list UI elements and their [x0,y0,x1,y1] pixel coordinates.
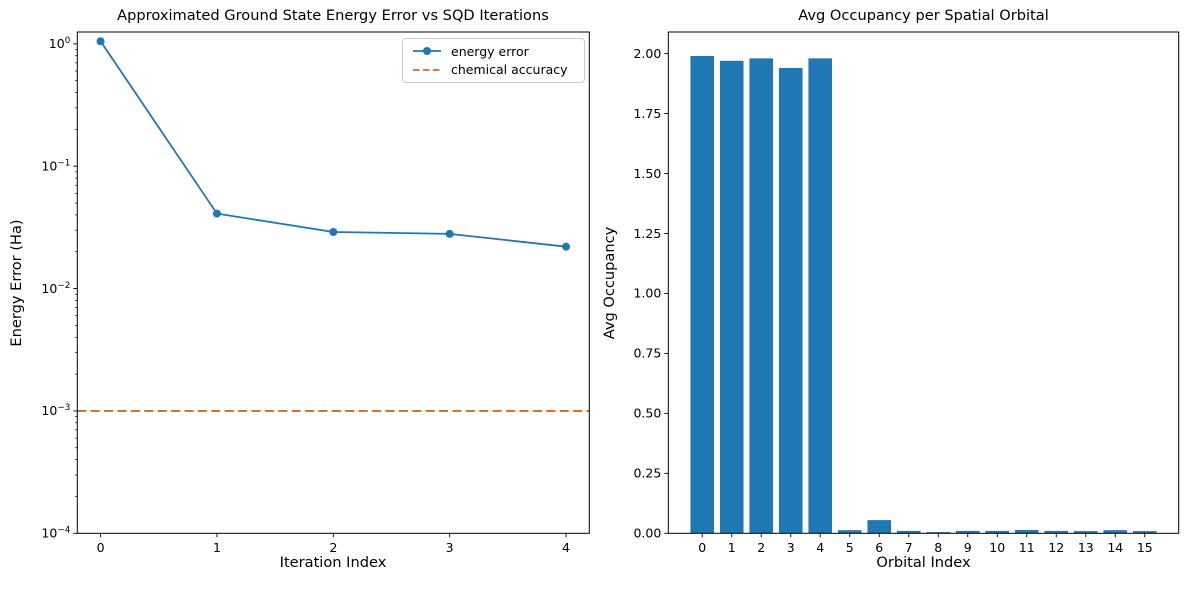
occupancy-bar [778,67,803,534]
data-point-marker [329,227,338,236]
x-tick-label: 14 [1107,540,1123,555]
x-tick-label: 7 [905,540,913,555]
legend-item-chemical-accuracy: chemical accuracy [412,61,576,78]
y-tick-label: 10−4 [41,526,70,541]
occupancy-bar [808,58,833,534]
y-tick-label: 1.00 [633,286,661,301]
x-tick-label: 3 [446,540,454,555]
x-tick-label: 0 [97,540,105,555]
x-tick-label: 1 [213,540,221,555]
x-tick-label: 2 [329,540,337,555]
y-tick-label: 1.50 [633,166,661,181]
data-point-marker [562,242,571,251]
y-tick-label: 0.25 [633,466,661,481]
axes-spines [667,31,1180,534]
legend-label-energy-error: energy error [451,43,529,59]
occupancy-bar [719,60,744,534]
y-tick-label: 10−1 [41,159,70,174]
legend-item-energy-error: energy error [412,43,576,60]
occupancy-bar [749,58,774,534]
line-marker-sample-icon [413,47,441,56]
left-plot: 100 10−1 10−2 10−3 10−4 0 1 2 3 4 [41,31,590,555]
occupancy-bar [867,520,892,534]
left-chart-title: Approximated Ground State Energy Error v… [117,7,549,24]
data-point-marker [212,209,221,218]
occupancy-bar [837,530,862,534]
x-tick-label: 9 [964,540,972,555]
y-tick-label: 2.00 [633,46,661,61]
x-tick-label: 1 [728,540,736,555]
occupancy-bar [1132,531,1157,534]
dashed-line-sample-icon [413,68,441,71]
x-tick-label: 15 [1137,540,1153,555]
data-point-marker [445,229,454,238]
y-tick-label: 0.50 [633,406,661,421]
occupancy-bar [1103,530,1128,534]
occupancy-bar [926,532,951,534]
y-tick-label: 100 [49,36,71,51]
x-tick-label: 12 [1048,540,1064,555]
right-chart-title: Avg Occupancy per Spatial Orbital [798,7,1049,24]
occupancy-bar [1014,529,1039,534]
legend: energy error chemical accuracy [402,38,585,83]
occupancy-bar [985,530,1010,534]
x-tick-label: 8 [934,540,942,555]
occupancy-bar [690,55,715,534]
occupancy-bar [896,530,921,534]
x-tick-label: 13 [1078,540,1094,555]
right-plot: 0.000.250.500.751.001.251.501.752.000 1 2 3… [633,31,1180,555]
x-tick-label: 4 [562,540,570,555]
y-tick-label: 1.75 [633,106,661,121]
data-point-marker [96,37,105,46]
x-tick-label: 5 [846,540,854,555]
y-tick-label: 1.25 [633,226,661,241]
left-chart-xlabel: Iteration Index [279,554,387,571]
x-tick-label: 4 [816,540,824,555]
right-chart-xlabel: Orbital Index [876,554,971,571]
occupancy-bar [1073,531,1098,534]
x-tick-label: 11 [1019,540,1035,555]
left-chart-ylabel: Energy Error (Ha) [8,219,25,347]
x-tick-label: 2 [757,540,765,555]
legend-label-chemical-accuracy: chemical accuracy [451,62,568,78]
right-chart-ylabel: Avg Occupancy [601,226,618,340]
y-tick-label: 10−2 [41,281,70,296]
y-tick-label: 0.00 [633,526,661,541]
y-tick-label: 10−3 [41,403,70,418]
x-tick-label: 0 [698,540,706,555]
x-tick-label: 6 [875,540,883,555]
occupancy-bar [1044,530,1069,534]
axes-spines [76,31,590,534]
x-tick-label: 10 [989,540,1005,555]
x-tick-label: 3 [787,540,795,555]
occupancy-bar [955,530,980,534]
y-tick-label: 0.75 [633,346,661,361]
